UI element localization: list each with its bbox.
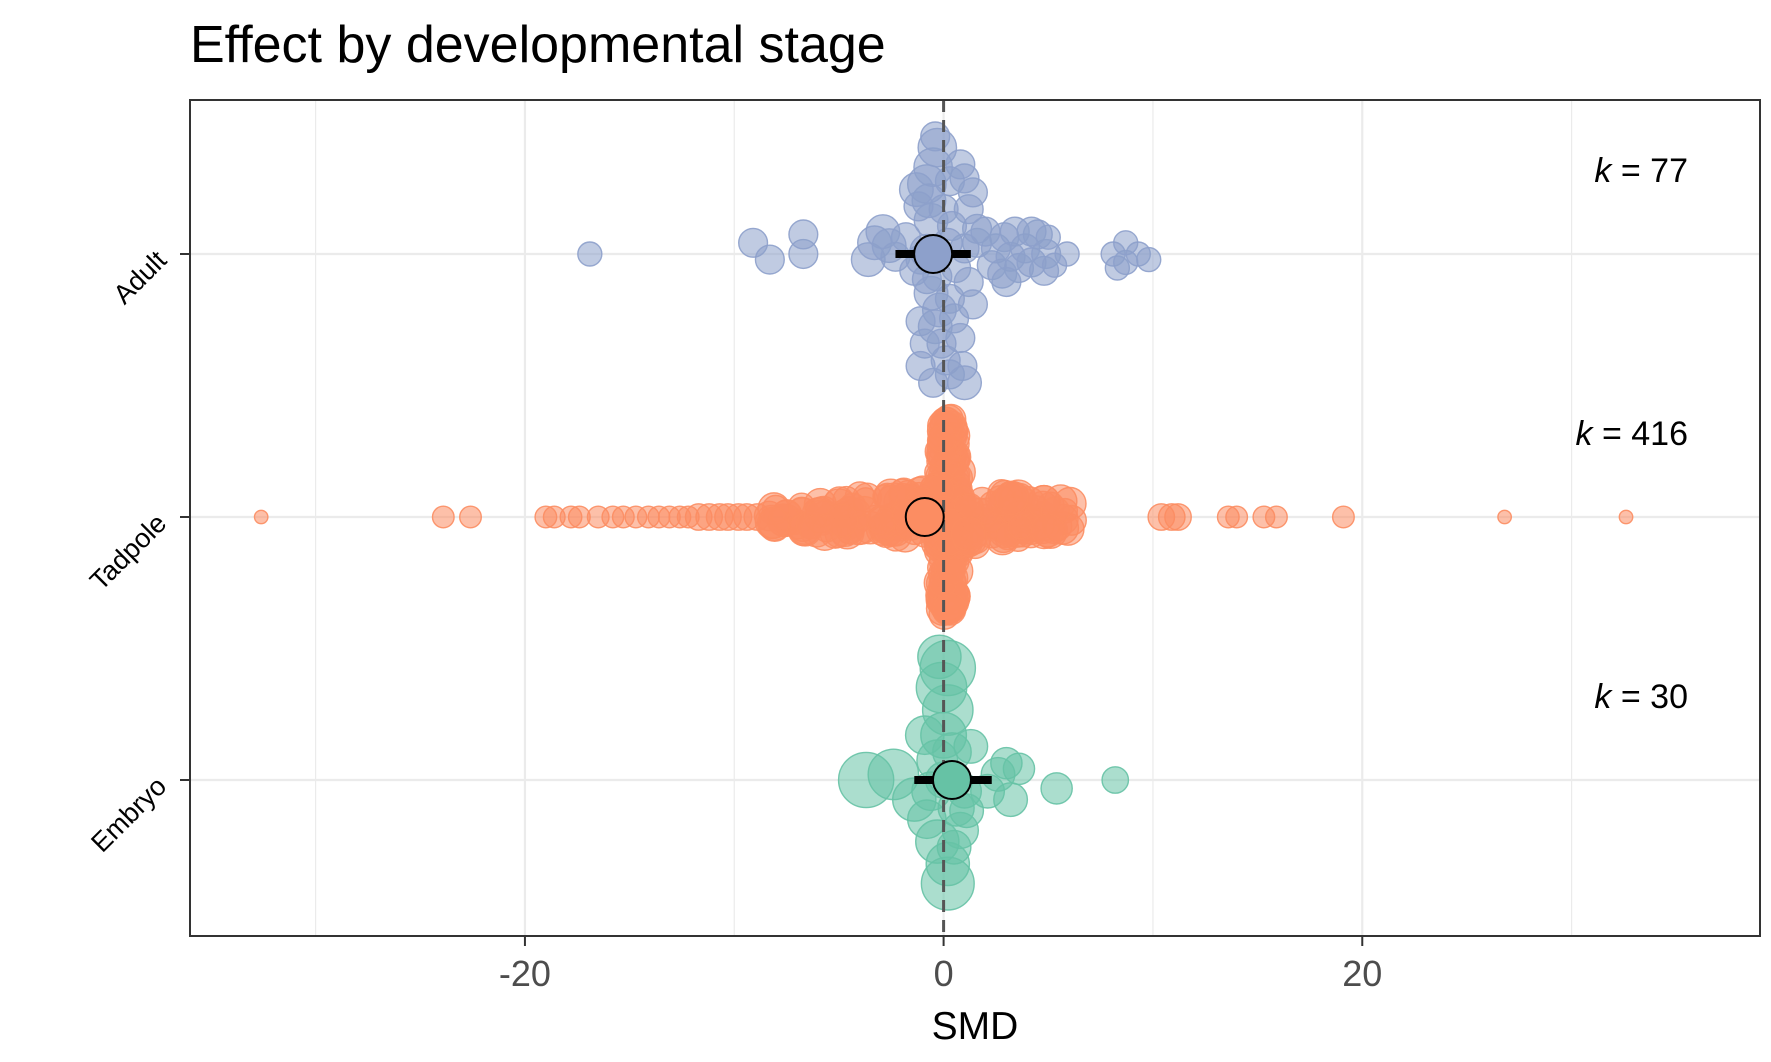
data-point: [1331, 505, 1355, 529]
data-point: [990, 746, 1023, 780]
x-tick-label: 0: [934, 953, 954, 994]
data-point: [917, 634, 962, 680]
data-point: [945, 322, 976, 354]
data-point: [904, 715, 945, 756]
y-tick-label-tadpole: Tadpole: [84, 508, 172, 596]
data-point: [991, 266, 1022, 298]
data-point: [459, 505, 483, 529]
k-label-embryo: k = 30: [1594, 678, 1688, 716]
x-axis-label: SMD: [932, 1005, 1019, 1048]
data-point: [253, 509, 269, 525]
y-axis: Adult Tadpole Embryo: [84, 245, 190, 858]
data-point: [1264, 505, 1288, 529]
data-point: [757, 506, 790, 540]
data-point: [1113, 230, 1139, 256]
data-point: [866, 505, 896, 536]
y-tick-label-embryo: Embryo: [85, 771, 172, 858]
data-point: [970, 216, 1001, 247]
data-point: [1054, 241, 1080, 267]
x-axis: -20 0 20: [499, 936, 1382, 994]
data-point: [905, 350, 936, 382]
data-point: [1035, 224, 1061, 250]
data-points: [253, 121, 1634, 911]
data-point: [1030, 513, 1066, 548]
data-point: [957, 289, 989, 320]
data-point: [1225, 505, 1249, 529]
k-labels: k = 77 k = 416 k = 30: [1576, 152, 1688, 716]
data-point: [949, 793, 985, 829]
data-point: [898, 172, 934, 208]
data-point: [993, 782, 1029, 818]
data-point: [1136, 246, 1162, 273]
data-point: [577, 241, 603, 267]
data-point: [950, 516, 986, 551]
data-point: [920, 856, 975, 911]
pooled-estimate-embryo: [931, 760, 972, 800]
data-point: [920, 121, 951, 152]
data-point: [431, 505, 455, 529]
data-point: [1497, 509, 1513, 525]
data-point: [1007, 513, 1033, 540]
data-point: [953, 728, 989, 764]
data-point: [1618, 509, 1634, 525]
data-point: [936, 829, 972, 865]
data-point: [1101, 766, 1130, 794]
x-tick-label: 20: [1342, 953, 1382, 994]
pooled-estimates: [895, 234, 992, 800]
pooled-estimate-adult: [913, 234, 954, 274]
data-point: [947, 365, 983, 401]
data-point: [1040, 772, 1073, 805]
data-point: [788, 219, 819, 250]
data-point: [994, 480, 1029, 516]
series-tadpole: [253, 403, 1634, 630]
data-point: [1164, 503, 1192, 531]
data-point: [825, 503, 859, 538]
data-point: [872, 484, 898, 510]
y-tick-label-adult: Adult: [108, 245, 173, 310]
data-point: [932, 592, 967, 626]
x-tick-label: -20: [499, 953, 551, 994]
chart-title: Effect by developmental stage: [190, 16, 886, 74]
k-label-tadpole: k = 416: [1576, 415, 1688, 453]
pooled-estimate-tadpole: [904, 497, 945, 537]
data-point: [934, 166, 965, 197]
data-point: [754, 244, 785, 275]
k-label-adult: k = 77: [1594, 152, 1688, 190]
